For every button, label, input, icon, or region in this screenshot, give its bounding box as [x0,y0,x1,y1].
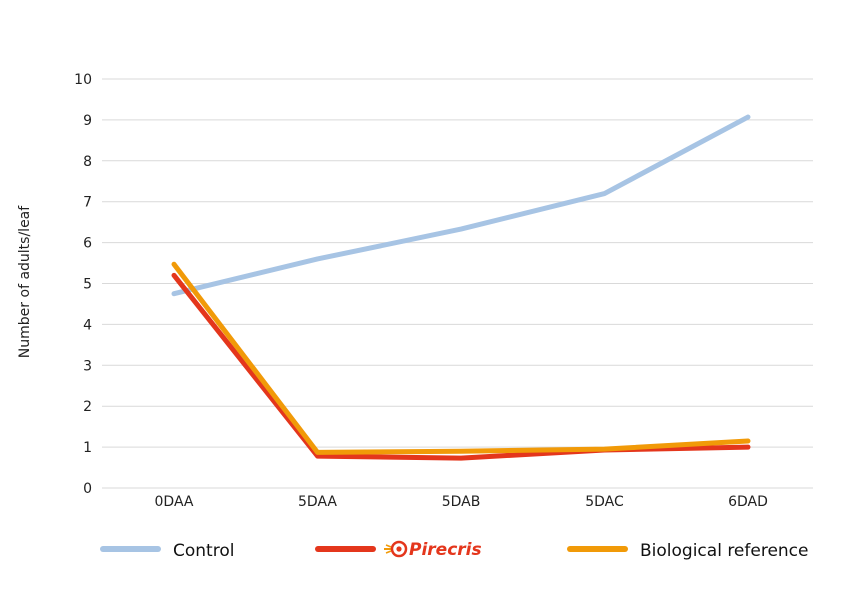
legend-label-biological-reference: Biological reference [640,541,809,561]
x-tick-label: 5DAB [442,494,481,510]
legend-item-biological-reference: Biological reference [567,541,809,561]
y-tick-label: 0 [83,481,92,497]
pirecris-target-icon [384,540,408,558]
y-tick-label: 8 [83,154,92,170]
legend: Control Pirecris Biological reference [100,540,809,561]
pirecris-logo-text: Pirecris [409,540,482,560]
y-tick-label: 7 [83,195,92,211]
y-tick-label: 6 [83,236,92,252]
y-tick-label: 5 [83,277,92,293]
y-tick-label: 9 [83,113,92,129]
series-line-control [171,114,751,297]
legend-item-control: Control [100,541,234,561]
series-lines [171,114,751,461]
x-tick-label: 5DAA [298,494,337,510]
x-tick-label: 0DAA [155,494,194,510]
y-tick-label: 3 [83,358,92,374]
x-tick-label: 5DAC [585,494,624,510]
legend-item-pirecris: Pirecris [315,540,482,560]
y-tick-label: 1 [83,440,92,456]
pirecris-logo: Pirecris [384,540,482,560]
y-tick-label: 2 [83,399,92,415]
x-tick-label: 6DAD [728,494,768,510]
x-tick-labels: 0DAA 5DAA 5DAB 5DAC 6DAD [155,494,768,510]
legend-label-control: Control [173,541,234,561]
series-line-biological-reference [171,261,751,455]
y-axis-title: Number of adults/leaf [17,205,33,358]
y-tick-labels: 0 1 2 3 4 5 6 7 8 9 10 [74,72,92,497]
y-tick-label: 10 [74,72,92,88]
y-tick-label: 4 [83,317,92,333]
series-line-pirecris [171,272,751,461]
